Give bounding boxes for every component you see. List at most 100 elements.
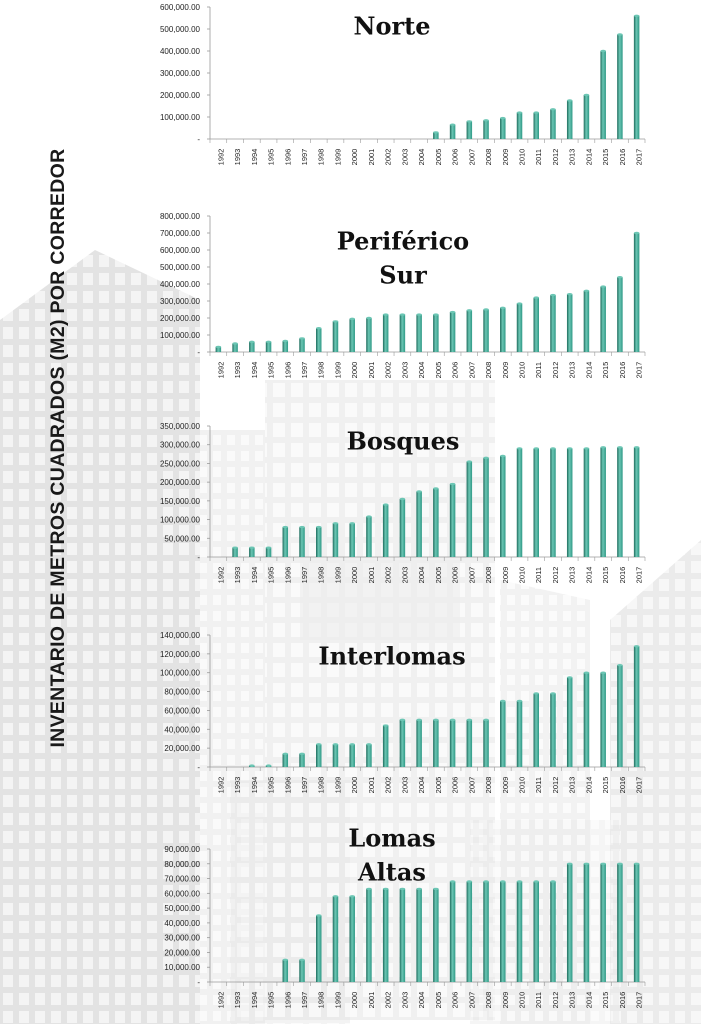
- x-tick-label: 1994: [250, 567, 259, 584]
- bar-cap: [249, 764, 255, 767]
- bar-cap: [583, 289, 590, 292]
- bar-1996: [282, 527, 289, 557]
- bar-cap: [433, 313, 439, 316]
- bar-cap: [349, 317, 355, 321]
- bar-2008: [483, 457, 489, 557]
- x-tick-label: 2000: [350, 777, 359, 794]
- bar-2014: [583, 448, 590, 557]
- x-tick-label: 1999: [333, 777, 342, 794]
- bar-cap: [332, 895, 339, 898]
- bar-2012: [550, 693, 556, 767]
- x-tick-label: 2007: [467, 362, 476, 379]
- x-tick-label: 2008: [484, 362, 493, 379]
- bar-2012: [550, 881, 556, 982]
- bar-cap: [332, 522, 339, 525]
- x-tick-label: 2001: [367, 992, 376, 1009]
- y-tick-label: 20,000.00: [164, 744, 200, 753]
- y-tick-label: 100,000.00: [160, 331, 201, 340]
- y-tick-label: 20,000.00: [164, 948, 200, 957]
- x-tick-label: 2015: [601, 149, 610, 166]
- bar-2010: [516, 701, 523, 767]
- bar-cap: [332, 320, 339, 323]
- bar-1996: [282, 959, 289, 982]
- x-tick-label: 2008: [484, 149, 493, 166]
- bar-cap: [433, 487, 439, 490]
- x-tick-label: 2012: [551, 567, 560, 584]
- bar-2014: [583, 95, 590, 139]
- bar-cap: [399, 887, 406, 891]
- x-tick-label: 1992: [216, 777, 225, 794]
- bar-2016: [617, 863, 623, 982]
- chart-title: Norte: [354, 12, 431, 41]
- x-tick-label: 2008: [484, 567, 493, 584]
- bar-cap: [600, 49, 606, 53]
- bar-2007: [466, 719, 473, 767]
- bar-2010: [516, 448, 523, 557]
- bar-cap: [466, 880, 473, 883]
- bar-cap: [382, 724, 389, 727]
- x-tick-label: 1993: [233, 149, 242, 166]
- x-tick-label: 1996: [283, 567, 292, 584]
- bar-cap: [366, 515, 372, 518]
- bar-2017: [633, 646, 640, 767]
- bar-2008: [483, 881, 489, 982]
- x-tick-label: 2003: [400, 362, 409, 379]
- bar-2012: [550, 448, 556, 557]
- bar-2003: [399, 719, 406, 767]
- bar-2016: [617, 447, 623, 557]
- bar-2002: [382, 314, 389, 352]
- bar-cap: [533, 880, 539, 883]
- x-tick-label: 2007: [467, 992, 476, 1009]
- bar-2015: [600, 863, 606, 982]
- y-tick-label: 40,000.00: [164, 919, 200, 928]
- x-tick-label: 2002: [384, 567, 393, 584]
- bar-1999: [332, 321, 339, 352]
- chart-interlomas: Interlomas - 20,000.00 40,000.00 60,000.00 80…: [160, 631, 646, 794]
- bar-2015: [600, 672, 606, 767]
- y-tick-label: 100,000.00: [160, 516, 201, 525]
- x-tick-label: 2012: [551, 149, 560, 166]
- x-tick-label: 2016: [618, 992, 627, 1009]
- bar-1993: [232, 547, 238, 557]
- y-tick-label: 60,000.00: [164, 706, 200, 715]
- bar-2009: [500, 455, 506, 557]
- x-tick-label: 2006: [451, 777, 460, 794]
- bar-2015: [600, 447, 606, 557]
- x-tick-label: 1992: [216, 992, 225, 1009]
- x-tick-label: 2000: [350, 149, 359, 166]
- bar-cap: [282, 752, 289, 755]
- bar-2000: [349, 896, 355, 982]
- x-tick-label: 2002: [384, 777, 393, 794]
- x-tick-label: 2010: [518, 992, 527, 1009]
- bar-cap: [550, 692, 556, 695]
- x-tick-label: 1994: [250, 777, 259, 794]
- bar-2013: [566, 100, 573, 139]
- bar-cap: [583, 447, 590, 450]
- bar-1992: [215, 346, 222, 352]
- bar-1997: [299, 959, 305, 982]
- bar-cap: [249, 340, 255, 343]
- bar-1997: [299, 753, 305, 767]
- x-tick-label: 1998: [317, 777, 326, 794]
- x-tick-label: 2004: [417, 992, 426, 1009]
- x-tick-label: 1995: [267, 777, 276, 794]
- bar-cap: [500, 454, 506, 458]
- bar-1998: [316, 328, 322, 352]
- bar-2013: [566, 677, 573, 767]
- bar-cap: [600, 671, 606, 674]
- x-tick-label: 2000: [350, 362, 359, 379]
- chart-title: Periférico: [337, 227, 469, 256]
- bar-cap: [566, 293, 573, 296]
- bar-2000: [349, 523, 355, 557]
- x-tick-label: 2009: [501, 777, 510, 794]
- bar-2000: [349, 318, 355, 352]
- bar-2007: [466, 461, 473, 557]
- bar-cap: [600, 285, 606, 288]
- bar-cap: [516, 447, 523, 450]
- x-tick-label: 1999: [333, 567, 342, 584]
- bar-cap: [299, 525, 305, 529]
- bar-cap: [433, 131, 439, 134]
- bar-2007: [466, 310, 473, 352]
- y-tick-label: 300,000.00: [160, 297, 201, 306]
- x-tick-label: 2007: [467, 149, 476, 166]
